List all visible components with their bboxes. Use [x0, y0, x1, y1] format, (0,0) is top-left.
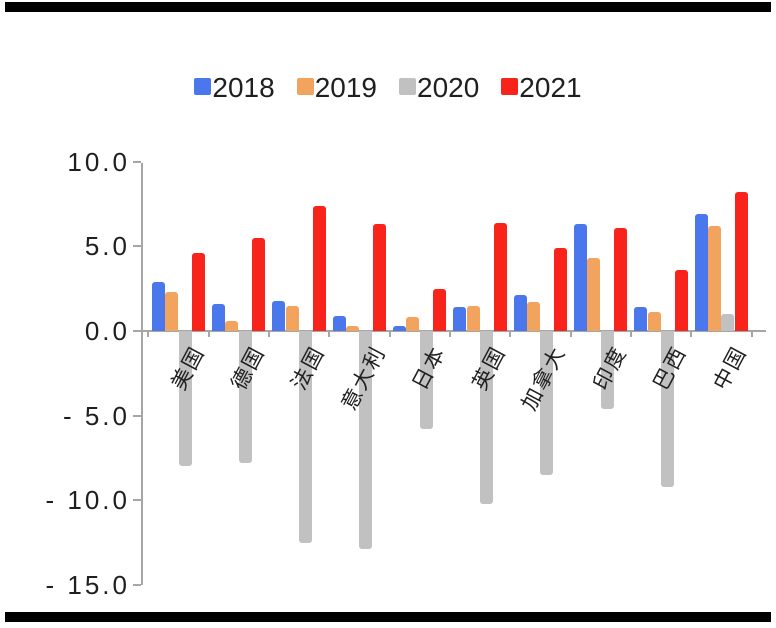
bar-2018-中国	[694, 214, 708, 331]
y-axis-tick-label: 0.0	[84, 316, 130, 346]
bar-2020-巴西	[661, 331, 675, 487]
legend-swatch-icon	[501, 78, 519, 95]
legend-label: 2018	[212, 72, 275, 103]
bar-2021-德国	[252, 237, 266, 331]
bar-2020-意大利	[359, 331, 373, 550]
legend-swatch-icon	[194, 78, 212, 95]
legend-label: 2019	[314, 72, 377, 103]
bar-2021-中国	[734, 192, 748, 331]
bar-2019-中国	[708, 226, 722, 331]
bar-2019-印度	[587, 258, 601, 331]
y-axis-tick	[133, 245, 141, 248]
bar-2021-日本	[433, 288, 447, 331]
x-axis-category-label: 印度	[589, 342, 632, 394]
bar-2021-法国	[312, 205, 326, 331]
legend-label: 2021	[519, 72, 582, 103]
bar-2018-日本	[393, 325, 407, 331]
x-axis-tick	[569, 331, 572, 337]
x-axis-category-label: 中国	[710, 342, 752, 394]
x-axis-category-label: 英国	[468, 342, 511, 394]
bar-2020-印度	[600, 331, 614, 409]
y-axis-tick-label: - 5.0	[62, 400, 130, 431]
legend-item-2021: 2021	[501, 72, 582, 103]
x-axis-category-label: 美国	[167, 342, 209, 394]
legend-swatch-icon	[296, 78, 314, 95]
x-axis-category-label: 日本	[408, 342, 451, 394]
x-axis-tick	[509, 331, 512, 337]
x-axis-tick	[629, 331, 632, 337]
y-axis-tick	[133, 160, 141, 163]
bar-2021-意大利	[372, 224, 386, 331]
bar-2018-法国	[272, 300, 286, 331]
top-border-strip	[5, 2, 771, 12]
x-axis-tick	[207, 331, 210, 337]
legend-label: 2020	[417, 72, 480, 103]
x-axis-category-label: 法国	[287, 342, 330, 394]
bar-2019-加拿大	[527, 302, 541, 331]
x-axis-tick	[388, 331, 391, 337]
bar-2019-意大利	[346, 325, 360, 331]
bar-2018-德国	[212, 303, 226, 331]
legend-item-2019: 2019	[296, 72, 377, 103]
x-axis-category-label: 巴西	[649, 342, 692, 394]
x-axis-tick	[328, 331, 331, 337]
bar-2020-法国	[299, 331, 313, 543]
y-axis-tick	[133, 499, 141, 502]
bar-2018-加拿大	[513, 295, 527, 331]
bar-2020-日本	[419, 331, 433, 430]
y-axis-tick	[133, 330, 141, 332]
bar-2019-法国	[285, 305, 299, 331]
bar-2020-加拿大	[540, 331, 554, 475]
bar-2020-中国	[721, 314, 735, 331]
x-axis-line	[141, 330, 766, 332]
x-axis-tick	[690, 331, 693, 337]
bar-2021-印度	[614, 227, 628, 331]
bar-2019-德国	[225, 320, 239, 331]
y-axis-tick	[133, 414, 141, 417]
y-axis-tick	[133, 583, 141, 586]
bottom-border-strip	[5, 612, 771, 622]
bar-2018-英国	[453, 307, 467, 331]
bar-2019-英国	[466, 305, 480, 331]
bar-2018-意大利	[332, 315, 346, 331]
y-axis-line	[141, 163, 143, 585]
bar-2020-英国	[480, 331, 494, 504]
bar-2021-美国	[191, 253, 205, 331]
legend-swatch-icon	[399, 78, 416, 95]
bar-2021-加拿大	[553, 248, 567, 331]
legend-item-2018: 2018	[194, 72, 275, 103]
bar-2018-巴西	[634, 307, 648, 331]
y-axis-tick-label: - 10.0	[45, 485, 130, 516]
y-axis-tick-label: 5.0	[84, 231, 130, 262]
chart-legend: 2018 2019 2020 2021	[0, 74, 776, 102]
x-axis-tick	[750, 331, 753, 337]
x-axis-tick	[267, 331, 270, 337]
bar-2019-美国	[165, 292, 179, 331]
bar-2019-日本	[406, 317, 420, 331]
bar-2021-英国	[493, 222, 507, 331]
bar-2018-印度	[574, 224, 587, 331]
bar-2020-美国	[178, 331, 192, 467]
x-axis-category-label: 德国	[227, 342, 270, 394]
bar-2019-巴西	[647, 312, 661, 331]
legend-item-2020: 2020	[399, 74, 479, 102]
bar-2018-美国	[151, 281, 165, 331]
y-axis-tick-label: 10.0	[67, 146, 130, 177]
x-axis-tick	[448, 331, 451, 337]
y-axis-tick-label: - 15.0	[45, 569, 130, 600]
bar-2021-巴西	[674, 270, 688, 331]
bar-2020-德国	[238, 331, 252, 464]
x-axis-tick	[147, 331, 150, 337]
